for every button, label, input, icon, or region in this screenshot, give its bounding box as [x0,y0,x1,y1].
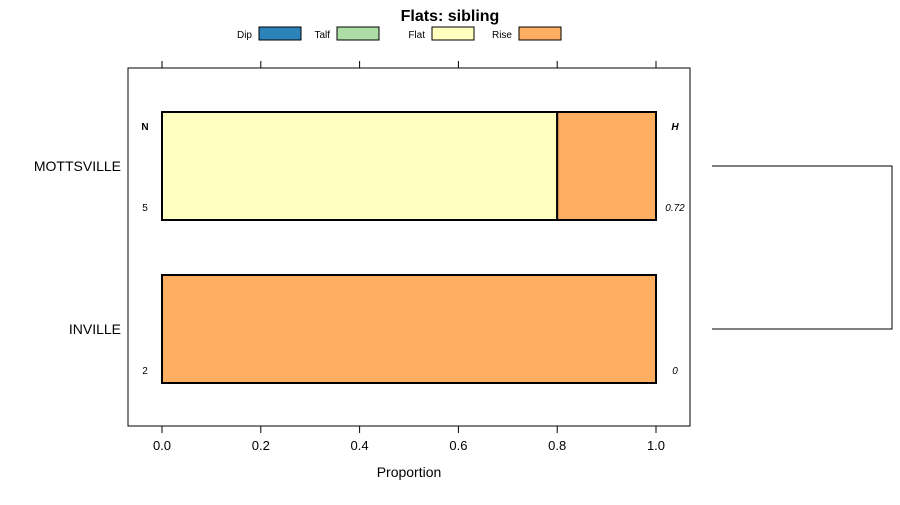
x-tick-label-0-2: 0.2 [252,438,270,453]
legend-label-flat: Flat [408,30,425,41]
legend-label-talf: Talf [314,30,330,41]
plot-frame [127,67,691,427]
x-tick-label-0-8: 0.8 [548,438,566,453]
legend: Dip Talf Flat Rise [237,26,562,41]
y-tick-label-mottsville: MOTTSVILLE [34,158,121,174]
legend-label-rise: Rise [492,30,512,41]
bar-inville-rise [161,274,657,384]
n-header: N [141,122,148,133]
h-value-mottsville: 0.72 [665,203,685,214]
x-tick-label-0-6: 0.6 [449,438,467,453]
legend-swatch-talf [336,26,380,41]
x-axis-label: Proportion [377,464,442,480]
legend-swatch-rise [518,26,562,41]
chart-title: Flats: sibling [401,8,500,25]
h-header: H [671,122,679,133]
x-tick-label-0-0: 0.0 [153,438,171,453]
y-tick-label-inville: INVILLE [69,321,121,337]
axes: 0.0 0.2 0.4 0.6 0.8 1.0 MOTTSVILLE INVILLE [34,61,665,453]
n-value-inville: 2 [142,366,148,377]
dendrogram [712,165,893,330]
x-tick-label-1-0: 1.0 [647,438,665,453]
bar-mottsville-rise [556,111,658,221]
h-value-inville: 0 [672,366,678,377]
n-value-mottsville: 5 [142,203,148,214]
bar-mottsville-flat [161,111,559,221]
bars [161,111,658,384]
x-tick-label-0-4: 0.4 [351,438,369,453]
legend-swatch-dip [258,26,302,41]
legend-swatch-flat [431,26,475,41]
dendrogram-branch [712,165,893,330]
legend-label-dip: Dip [237,30,252,41]
annotations: N H 5 0.72 2 0 [141,122,685,377]
